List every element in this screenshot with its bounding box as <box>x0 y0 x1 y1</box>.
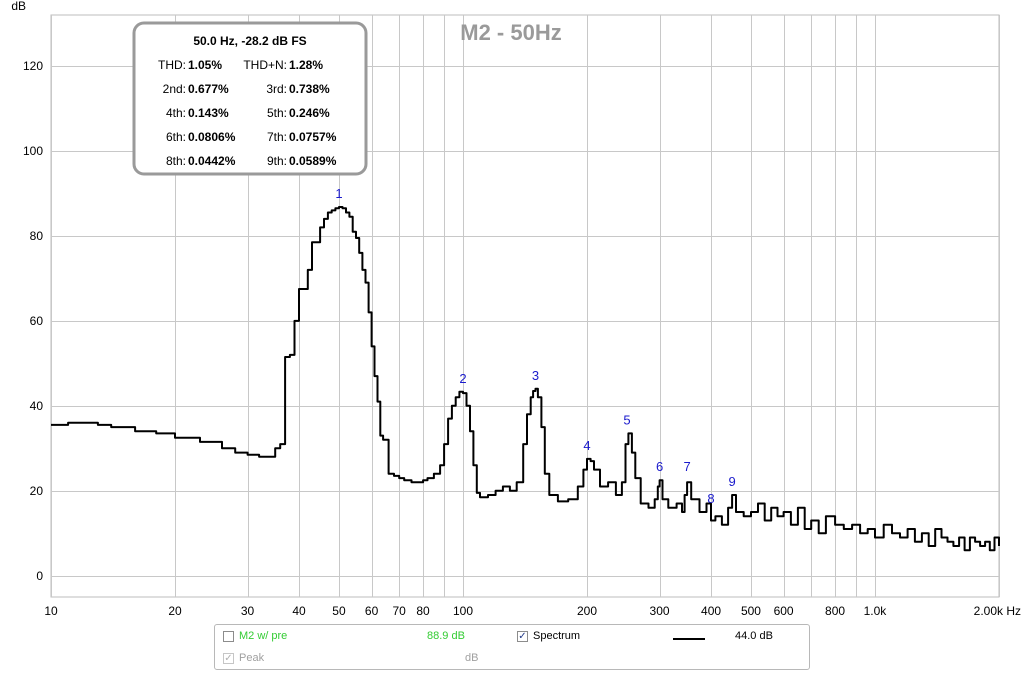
x-tick-label: 20 <box>168 604 182 618</box>
x-tick-label: 50 <box>332 604 346 618</box>
x-tick-label: 1.0k <box>864 604 888 618</box>
grid <box>50 14 1000 598</box>
m2-pre-value: 88.9 dB <box>427 630 465 642</box>
y-tick-label: 40 <box>30 399 44 413</box>
overlay-metric-value: 1.05% <box>188 58 222 72</box>
overlay-metric-value: 1.28% <box>289 58 323 72</box>
overlay-metric-label: THD+N: <box>243 58 287 72</box>
distortion-overlay[interactable]: 50.0 Hz, -28.2 dB FS THD: 1.05% THD+N: 1.28%… <box>132 21 368 176</box>
y-tick-label: 100 <box>23 144 43 158</box>
peak-value: dB <box>465 652 479 664</box>
harmonic-marker-label: 3 <box>532 368 539 383</box>
x-tick-label: 60 <box>365 604 379 618</box>
x-tick-label: 200 <box>577 604 597 618</box>
spectrum-checkbox[interactable]: ✓ <box>517 631 528 642</box>
overlay-header: 50.0 Hz, -28.2 dB FS <box>193 34 306 48</box>
m2-pre-label: M2 w/ pre <box>239 630 288 642</box>
spectrum-label: Spectrum <box>533 630 581 642</box>
x-tick-label: 80 <box>416 604 430 618</box>
m2-pre-checkbox[interactable] <box>223 631 234 642</box>
distortion-overlay-box <box>132 21 368 176</box>
x-tick-label: 100 <box>453 604 473 618</box>
harmonic-marker-label: 1 <box>335 186 342 201</box>
x-tick-label: 400 <box>701 604 721 618</box>
overlay-metric-label: 2nd: <box>163 82 186 96</box>
legend-row-2: ✓ Peak dB <box>215 651 809 667</box>
harmonic-marker-label: 7 <box>684 459 691 474</box>
series <box>51 206 1000 552</box>
harmonic-markers: 1 2 3 4 5 6 7 89 <box>335 186 735 506</box>
overlay-metric-label: 5th: <box>267 106 287 120</box>
x-tick-label: 300 <box>650 604 670 618</box>
overlay-metric-label: 4th: <box>166 106 186 120</box>
spectrum-trace <box>51 206 1000 552</box>
overlay-metric-label: 7th: <box>267 130 287 144</box>
overlay-metric-value: 0.0589% <box>289 154 337 168</box>
overlay-metric-value: 0.738% <box>289 82 330 96</box>
overlay-metric-value: 0.0806% <box>188 130 236 144</box>
overlay-metric-value: 0.677% <box>188 82 229 96</box>
overlay-metric-label: 9th: <box>267 154 287 168</box>
legend-row-1: M2 w/ pre 88.9 dB ✓ Spectrum 44.0 dB <box>215 629 809 645</box>
axes: dB M2 - 50Hz 10 20 30 40 50 60 70 80 100 200 300 40… <box>11 0 1021 618</box>
overlay-metric-label: 8th: <box>166 154 186 168</box>
y-tick-label: 60 <box>30 314 44 328</box>
x-tick-label: 70 <box>392 604 406 618</box>
y-tick-label: 120 <box>23 59 43 73</box>
overlay-metric-value: 0.0757% <box>289 130 337 144</box>
peak-checkbox[interactable]: ✓ <box>223 653 234 664</box>
peak-label: Peak <box>239 652 265 664</box>
harmonic-marker-label: 5 <box>623 412 630 427</box>
x-tick-label: 600 <box>774 604 794 618</box>
harmonic-marker-label: 2 <box>459 371 466 386</box>
overlay-metric-value: 0.246% <box>289 106 330 120</box>
overlay-metric-label: 3rd: <box>266 82 287 96</box>
chart-title: M2 - 50Hz <box>460 20 561 45</box>
harmonic-marker-label: 8 <box>707 491 714 506</box>
harmonic-marker-label: 4 <box>583 438 590 453</box>
x-tick-label: 40 <box>292 604 306 618</box>
x-tick-label: 2.00k Hz <box>974 604 1021 618</box>
overlay-metric-label: THD: <box>158 58 186 72</box>
y-axis-label: dB <box>11 0 26 13</box>
harmonic-marker-label: 6 <box>656 459 663 474</box>
y-tick-label: 80 <box>30 229 44 243</box>
spectrum-line-swatch <box>673 638 705 640</box>
x-tick-label: 30 <box>241 604 255 618</box>
legend-panel: M2 w/ pre 88.9 dB ✓ Spectrum 44.0 dB ✓ P… <box>214 624 810 670</box>
overlay-metric-label: 6th: <box>166 130 186 144</box>
y-tick-label: 20 <box>30 484 44 498</box>
y-tick-label: 0 <box>36 569 43 583</box>
overlay-metric-value: 0.143% <box>188 106 229 120</box>
x-tick-label: 10 <box>44 604 58 618</box>
x-tick-label: 500 <box>741 604 761 618</box>
spectrum-value: 44.0 dB <box>735 630 773 642</box>
overlay-metric-value: 0.0442% <box>188 154 236 168</box>
harmonic-marker-label: 9 <box>728 474 735 489</box>
x-tick-label: 800 <box>825 604 845 618</box>
